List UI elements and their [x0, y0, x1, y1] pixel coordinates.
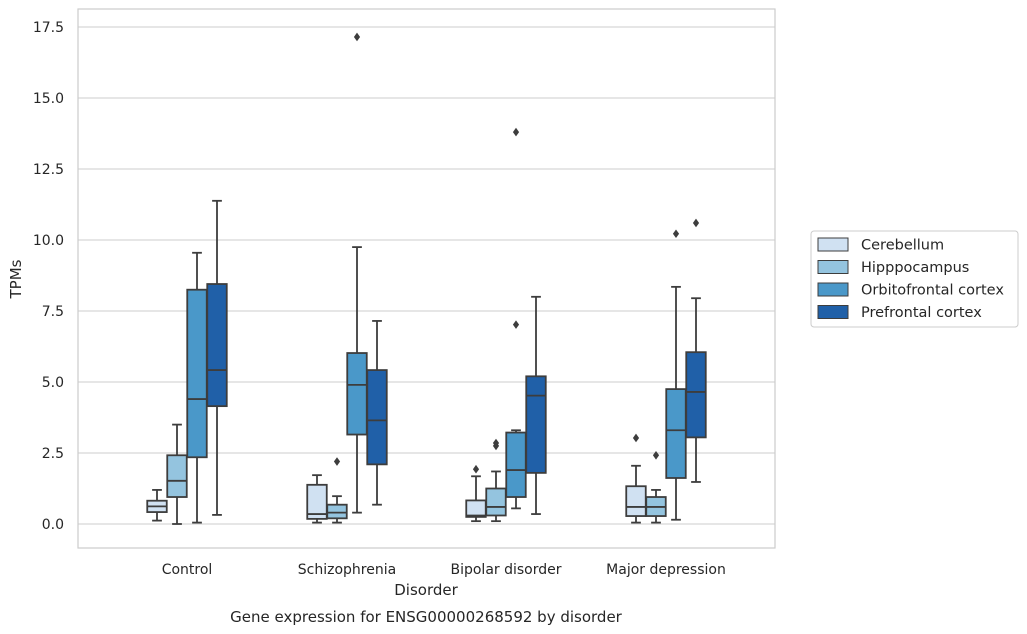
- box-hipppocampus: [645, 450, 667, 524]
- y-axis-ticks: 0.0 2.5 5.0 7.5 10.0 12.5 15.0 17.5: [33, 20, 64, 533]
- box-iqr: [326, 503, 348, 520]
- box-hipppocampus: [485, 438, 507, 523]
- y-tick-label: 12.5: [33, 162, 64, 178]
- box-iqr: [525, 375, 547, 474]
- x-tick-label: Bipolar disorder: [450, 562, 561, 578]
- legend-swatch: [817, 260, 849, 274]
- box-prefrontal-cortex: [685, 218, 707, 483]
- box-iqr: [505, 431, 527, 498]
- legend-label: Cerebellum: [861, 238, 944, 254]
- chart-title: Gene expression for ENSG00000268592 by d…: [230, 608, 623, 626]
- y-tick-label: 2.5: [42, 446, 64, 462]
- x-tick-label: Schizophrenia: [298, 562, 396, 578]
- outlier-point: [632, 433, 640, 443]
- legend-label: Prefrontal cortex: [861, 305, 982, 321]
- outlier-point: [652, 450, 660, 460]
- box-prefrontal-cortex: [525, 295, 547, 515]
- outlier-point: [333, 457, 341, 466]
- box-orbitofrontal-cortex: [346, 32, 368, 514]
- box-iqr: [206, 283, 228, 408]
- box-cerebellum: [465, 464, 487, 523]
- box-iqr: [166, 454, 188, 498]
- box-hipppocampus: [166, 423, 188, 525]
- outlier-point: [512, 127, 520, 137]
- box-cerebellum: [625, 433, 647, 524]
- outlier-point: [472, 464, 480, 474]
- box-orbitofrontal-cortex: [186, 251, 208, 524]
- box-prefrontal-cortex: [206, 199, 228, 516]
- box-iqr: [685, 351, 707, 439]
- box-cerebellum: [306, 474, 328, 524]
- box-hipppocampus: [326, 457, 348, 524]
- box-iqr: [346, 352, 368, 436]
- legend-swatch: [817, 237, 849, 252]
- outlier-point: [492, 438, 500, 448]
- box-iqr: [306, 483, 328, 520]
- box-orbitofrontal-cortex: [505, 127, 527, 510]
- y-tick-label: 5.0: [42, 375, 64, 391]
- box-iqr: [366, 369, 388, 466]
- outlier-point: [512, 320, 520, 329]
- y-tick-label: 0.0: [42, 517, 64, 533]
- box-orbitofrontal-cortex: [665, 229, 687, 521]
- plot-frame: [77, 8, 776, 549]
- legend-swatch: [817, 305, 849, 319]
- legend-frame: [810, 230, 1019, 328]
- outlier-point: [353, 32, 361, 42]
- x-axis-label: Disorder: [394, 581, 458, 599]
- y-tick-label: 15.0: [33, 91, 64, 107]
- outlier-point: [692, 218, 700, 228]
- legend-swatch: [817, 282, 849, 297]
- boxes-layer: [146, 32, 707, 525]
- box-iqr: [186, 288, 208, 459]
- legend-label: Hipppocampus: [861, 260, 969, 276]
- legend: Cerebellum Hipppocampus Orbitofrontal cort…: [810, 230, 1019, 328]
- y-tick-label: 7.5: [42, 304, 64, 320]
- box-cerebellum: [146, 489, 168, 522]
- x-tick-label: Control: [162, 562, 213, 578]
- box-iqr: [625, 485, 647, 517]
- outlier-point: [672, 229, 680, 239]
- legend-label: Orbitofrontal cortex: [861, 283, 1004, 299]
- box-iqr: [465, 499, 487, 518]
- y-tick-label: 10.0: [33, 233, 64, 249]
- box-iqr: [485, 487, 507, 517]
- x-tick-label: Major depression: [606, 562, 726, 578]
- box-iqr: [665, 388, 687, 479]
- y-axis-label: TPMs: [7, 259, 25, 299]
- box-prefrontal-cortex: [366, 320, 388, 506]
- x-axis-ticks: Control Schizophrenia Bipolar disorder Majo…: [162, 562, 726, 578]
- y-tick-label: 17.5: [33, 20, 64, 36]
